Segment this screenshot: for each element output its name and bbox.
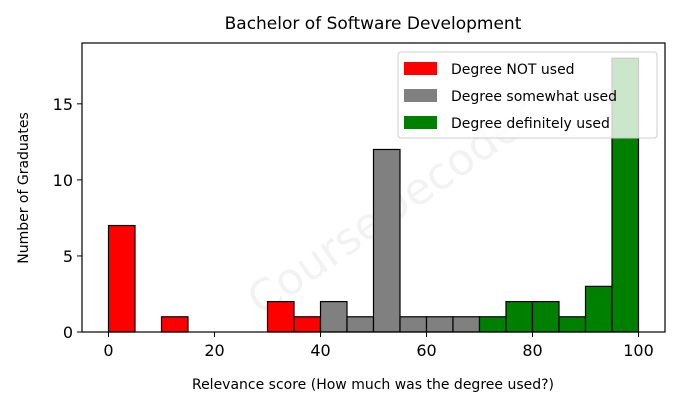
- x-tick-label: 100: [623, 341, 654, 360]
- legend-label: Degree NOT used: [451, 62, 575, 78]
- bar-degree-not-used-10: [160, 316, 189, 333]
- x-tick-label: 20: [204, 341, 224, 360]
- bar-degree-somewhat-used-55: [399, 316, 428, 333]
- bar-degree-somewhat-used-40: [319, 300, 348, 333]
- bar-degree-definitely-used-85: [558, 316, 587, 333]
- legend-label: Degree definitely used: [451, 116, 610, 132]
- legend-label: Degree somewhat used: [451, 89, 617, 105]
- x-tick-label: 0: [103, 341, 113, 360]
- bar-degree-somewhat-used-50: [372, 148, 401, 333]
- bar-degree-definitely-used-90: [584, 285, 613, 333]
- y-tick-label: 5: [63, 247, 73, 266]
- x-tick-label: 40: [310, 341, 330, 360]
- x-axis-ticks: 0 20 40 60 80 100: [103, 332, 654, 360]
- x-tick-label: 60: [416, 341, 436, 360]
- chart-title: Bachelor of Software Development: [225, 14, 522, 34]
- x-tick-label: 80: [522, 341, 542, 360]
- bar-degree-not-used-35: [293, 316, 322, 333]
- y-axis-label: Number of Graduates: [16, 112, 32, 264]
- legend-swatch: [404, 62, 437, 75]
- bar-degree-definitely-used-75: [505, 300, 534, 333]
- legend-swatch: [404, 89, 437, 102]
- legend-swatch: [404, 116, 437, 129]
- bar-degree-somewhat-used-65: [452, 316, 481, 333]
- legend: Degree NOT used Degree somewhat used Degre…: [397, 51, 658, 139]
- bar-degree-not-used-30: [266, 300, 295, 333]
- y-tick-label: 15: [53, 95, 73, 114]
- bar-degree-somewhat-used-60: [425, 316, 454, 333]
- legend-box: [397, 51, 658, 139]
- plot-frame: [81, 42, 666, 333]
- bar-degree-somewhat-used-45: [346, 316, 375, 333]
- y-tick-label: 10: [53, 171, 73, 190]
- bar-degree-definitely-used-70: [478, 316, 507, 333]
- bar-degree-not-used-0: [107, 224, 136, 333]
- x-axis-label: Relevance score (How much was the degree…: [192, 377, 554, 393]
- y-axis-ticks: 0 5 10 15: [53, 95, 82, 342]
- bar-degree-definitely-used-80: [531, 300, 560, 333]
- y-tick-label: 0: [63, 323, 73, 342]
